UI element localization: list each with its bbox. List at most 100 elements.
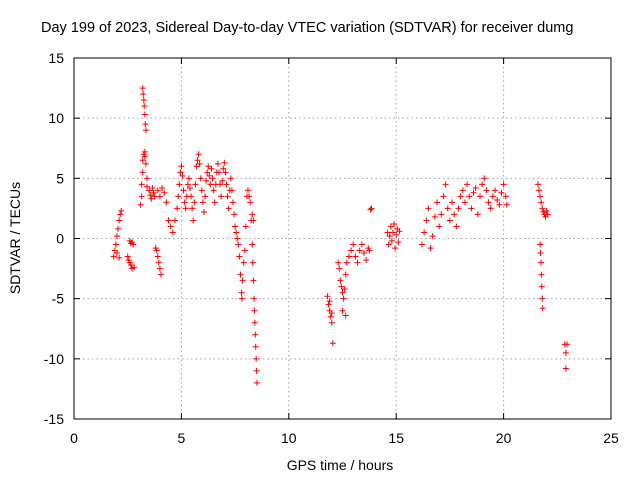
data-point xyxy=(431,213,438,220)
data-point xyxy=(177,169,184,176)
data-point xyxy=(233,229,240,236)
data-point xyxy=(326,298,333,305)
data-point xyxy=(246,193,253,200)
data-point xyxy=(421,229,428,236)
data-point xyxy=(240,259,247,266)
data-point xyxy=(180,187,187,194)
data-point xyxy=(116,254,123,261)
data-point xyxy=(208,165,215,172)
data-point xyxy=(142,160,149,167)
data-point xyxy=(472,184,479,191)
data-point xyxy=(222,169,229,176)
y-tick-labels: 15 10 5 0 -5 -10 -15 xyxy=(44,50,64,427)
chart-title: Day 199 of 2023, Sidereal Day-to-day VTE… xyxy=(41,20,573,36)
data-point xyxy=(339,307,346,314)
data-point xyxy=(476,193,483,200)
data-point xyxy=(144,175,151,182)
data-point xyxy=(253,355,260,362)
data-point xyxy=(239,277,246,284)
data-point xyxy=(118,207,125,214)
data-point xyxy=(251,319,258,326)
data-points xyxy=(110,85,570,386)
data-point xyxy=(360,249,367,256)
data-point xyxy=(324,293,331,300)
data-point xyxy=(466,193,473,200)
data-point xyxy=(539,205,546,212)
data-point xyxy=(214,160,221,167)
data-point xyxy=(235,241,242,248)
data-point xyxy=(492,187,499,194)
y-tick-label: 0 xyxy=(56,231,64,247)
data-point xyxy=(249,259,256,266)
data-point xyxy=(176,181,183,188)
data-point xyxy=(210,187,217,194)
data-point xyxy=(487,205,494,212)
data-point xyxy=(479,181,486,188)
data-point xyxy=(338,283,345,290)
data-point xyxy=(203,177,210,184)
data-point xyxy=(205,163,212,170)
data-point xyxy=(163,199,170,206)
data-point xyxy=(131,264,138,271)
data-point xyxy=(220,165,227,172)
x-axis-label: GPS time / hours xyxy=(287,457,394,473)
data-point xyxy=(148,195,155,202)
data-point xyxy=(189,205,196,212)
data-point xyxy=(328,319,335,326)
data-point xyxy=(249,241,256,248)
data-point xyxy=(341,286,348,293)
data-point xyxy=(227,175,234,182)
data-point xyxy=(352,253,359,260)
data-point xyxy=(537,193,544,200)
x-tick-label: 0 xyxy=(70,430,78,446)
data-point xyxy=(470,189,477,196)
data-point xyxy=(185,175,192,182)
data-point xyxy=(217,181,224,188)
data-point xyxy=(229,199,236,206)
data-point xyxy=(539,305,546,312)
data-point xyxy=(195,151,202,158)
data-point xyxy=(139,157,146,164)
data-point xyxy=(215,169,222,176)
data-point xyxy=(141,153,148,160)
y-tick-label: -15 xyxy=(44,411,64,427)
data-point xyxy=(363,257,370,264)
data-point xyxy=(219,177,226,184)
data-point xyxy=(429,233,436,240)
data-point xyxy=(159,184,166,191)
data-point xyxy=(481,175,488,182)
data-point xyxy=(247,199,254,206)
data-point xyxy=(236,253,243,260)
data-point xyxy=(138,181,145,188)
data-point xyxy=(388,237,395,244)
data-point xyxy=(418,241,425,248)
data-point xyxy=(156,193,163,200)
x-tick-label: 25 xyxy=(603,430,619,446)
y-tick-label: 10 xyxy=(48,110,64,126)
data-point xyxy=(449,199,456,206)
data-point xyxy=(175,193,182,200)
data-point xyxy=(425,205,432,212)
data-point xyxy=(384,229,391,236)
data-point xyxy=(207,181,214,188)
data-point xyxy=(434,199,441,206)
data-point xyxy=(503,201,510,208)
data-point xyxy=(544,211,551,218)
data-point xyxy=(539,295,546,302)
x-tick-label: 20 xyxy=(496,430,512,446)
data-point xyxy=(116,217,123,224)
data-point xyxy=(149,184,156,191)
data-point xyxy=(154,253,161,260)
data-point xyxy=(350,241,357,248)
y-tick-label: -10 xyxy=(44,351,64,367)
data-point xyxy=(113,249,120,256)
data-point xyxy=(444,205,451,212)
data-point xyxy=(537,241,544,248)
data-point xyxy=(169,229,176,236)
data-point xyxy=(335,259,342,266)
data-point xyxy=(161,189,168,196)
data-point xyxy=(423,217,430,224)
data-point xyxy=(231,211,238,218)
data-point xyxy=(342,312,349,319)
